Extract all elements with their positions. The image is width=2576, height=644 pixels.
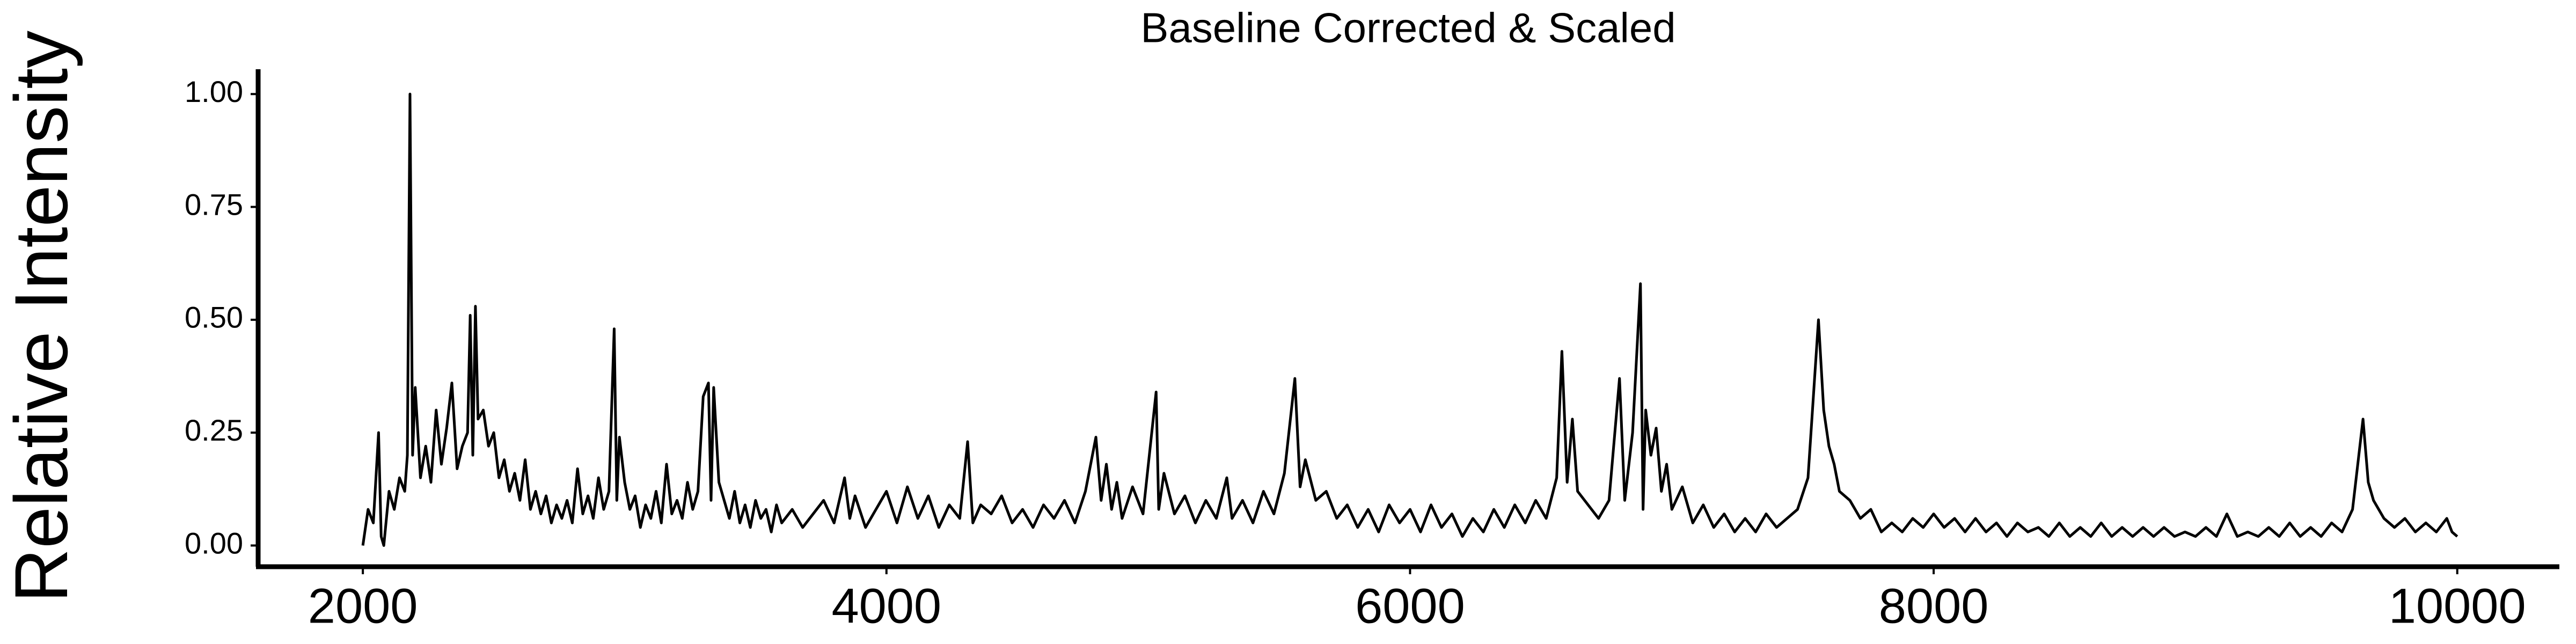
y-tick-label: 0.75	[185, 187, 243, 221]
y-axis-label: Relative Intensity	[0, 31, 83, 603]
y-tick-label: 0.00	[185, 526, 243, 560]
y-tick-label: 0.50	[185, 301, 243, 334]
x-tick-label: 8000	[1879, 579, 1989, 633]
y-tick-label: 0.25	[185, 413, 243, 447]
spectrum-line	[361, 92, 2458, 547]
x-tick-label: 4000	[831, 579, 941, 633]
x-tick-label: 6000	[1355, 579, 1465, 633]
y-tick-label: 1.00	[185, 75, 243, 108]
x-tick-label: 10000	[2389, 579, 2526, 633]
chart-title: Baseline Corrected & Scaled	[1140, 4, 1675, 52]
x-tick-label: 2000	[308, 579, 418, 633]
